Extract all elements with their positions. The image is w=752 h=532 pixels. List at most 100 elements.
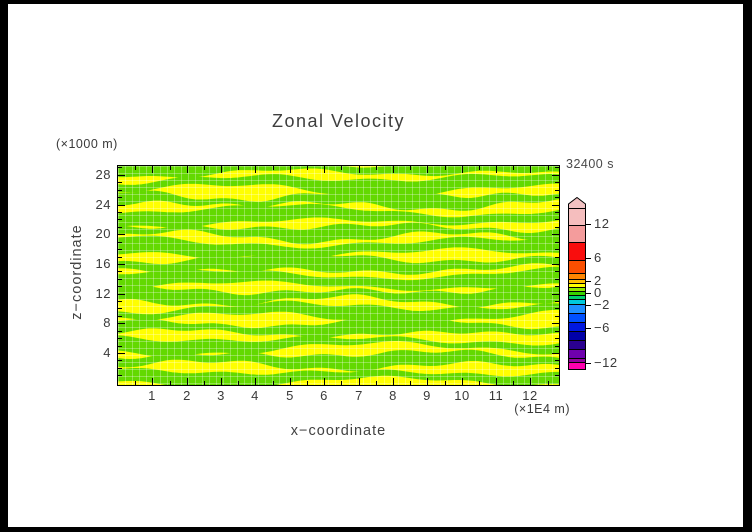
colorbar-band (568, 242, 586, 261)
colorbar-tick (586, 363, 591, 364)
contour-green-band (118, 283, 559, 308)
x-major-tick (290, 166, 291, 173)
colorbar-tick-label: −12 (594, 355, 618, 370)
frame-border-top (0, 0, 752, 4)
y-major-tick (552, 175, 559, 176)
colorbar-tick (586, 258, 591, 259)
y-minor-tick (555, 368, 559, 369)
y-axis-tick-label: 16 (95, 256, 111, 271)
y-minor-tick (118, 331, 122, 332)
y-axis-tick-label: 4 (103, 345, 111, 360)
y-minor-tick (555, 197, 559, 198)
y-minor-tick (118, 167, 122, 168)
x-minor-tick (513, 166, 514, 170)
contour-green-band (118, 335, 559, 358)
colorbar-tick-label: 2 (594, 273, 602, 288)
colorbar-band-stack (568, 208, 586, 370)
x-axis-tick-label: 8 (389, 388, 397, 403)
y-minor-tick (118, 182, 122, 183)
y-minor-tick (555, 212, 559, 213)
colorbar-band (568, 208, 586, 226)
x-major-tick (530, 166, 531, 173)
y-axis-tick-label: 8 (103, 315, 111, 330)
colorbar-tick (586, 328, 591, 329)
y-major-tick (552, 353, 559, 354)
y-minor-tick (555, 271, 559, 272)
x-major-tick (427, 166, 428, 173)
y-minor-tick (118, 308, 122, 309)
colorbar-band (568, 362, 586, 370)
x-minor-tick (410, 381, 411, 385)
x-minor-tick (410, 166, 411, 170)
y-axis-tick-label: 20 (95, 226, 111, 241)
y-major-tick (552, 234, 559, 235)
x-minor-tick (307, 166, 308, 170)
frame-border-bottom (0, 527, 752, 532)
x-minor-tick (170, 166, 171, 170)
y-minor-tick (555, 219, 559, 220)
y-minor-tick (118, 375, 122, 376)
x-major-tick (187, 166, 188, 173)
colorbar-tick (586, 293, 591, 294)
x-major-tick (462, 166, 463, 173)
x-major-tick (462, 378, 463, 385)
y-minor-tick (555, 375, 559, 376)
x-axis-tick-label: 5 (286, 388, 294, 403)
y-axis-tick-label: 12 (95, 286, 111, 301)
contour-green-band (118, 316, 559, 338)
x-major-tick (393, 166, 394, 173)
x-major-tick (324, 378, 325, 385)
y-major-tick (552, 323, 559, 324)
y-minor-tick (118, 249, 122, 250)
x-axis-tick-label: 4 (251, 388, 259, 403)
y-minor-tick (118, 190, 122, 191)
x-minor-tick (479, 166, 480, 170)
x-major-tick (496, 378, 497, 385)
plot-title: Zonal Velocity (271, 111, 406, 131)
x-axis-tick-label: 2 (183, 388, 191, 403)
x-major-tick (427, 378, 428, 385)
x-minor-tick (445, 166, 446, 170)
x-minor-tick (238, 381, 239, 385)
colorbar-tick-label: −6 (594, 320, 610, 335)
y-minor-tick (555, 190, 559, 191)
contour-green-band (118, 166, 559, 178)
x-minor-tick (376, 166, 377, 170)
x-axis-tick-label: 10 (454, 388, 470, 403)
colorbar-tick (586, 224, 591, 225)
y-major-tick (118, 175, 125, 176)
y-minor-tick (555, 286, 559, 287)
y-minor-tick (555, 279, 559, 280)
y-major-tick (118, 264, 125, 265)
y-minor-tick (118, 257, 122, 258)
y-major-tick (118, 323, 125, 324)
y-minor-tick (555, 182, 559, 183)
y-minor-tick (118, 219, 122, 220)
x-axis-tick-label: 11 (488, 388, 504, 403)
x-major-tick (496, 166, 497, 173)
x-minor-tick (204, 166, 205, 170)
colorbar-band (568, 260, 586, 274)
y-minor-tick (555, 167, 559, 168)
y-minor-tick (555, 338, 559, 339)
x-major-tick (221, 378, 222, 385)
y-axis-tick-label: 28 (95, 167, 111, 182)
colorbar (568, 196, 586, 370)
contour-green-band (118, 222, 559, 245)
x-minor-tick (548, 166, 549, 170)
y-minor-tick (118, 346, 122, 347)
x-minor-tick (513, 381, 514, 385)
y-axis-tick-label: 24 (95, 197, 111, 212)
contour-green-band (118, 203, 559, 228)
y-minor-tick (555, 331, 559, 332)
y-minor-tick (555, 301, 559, 302)
x-major-tick (290, 378, 291, 385)
y-minor-tick (555, 227, 559, 228)
y-minor-tick (555, 257, 559, 258)
x-major-tick (359, 378, 360, 385)
y-major-tick (118, 205, 125, 206)
contour-green-band (118, 173, 559, 197)
y-minor-tick (555, 249, 559, 250)
frame-border-left (0, 0, 8, 532)
